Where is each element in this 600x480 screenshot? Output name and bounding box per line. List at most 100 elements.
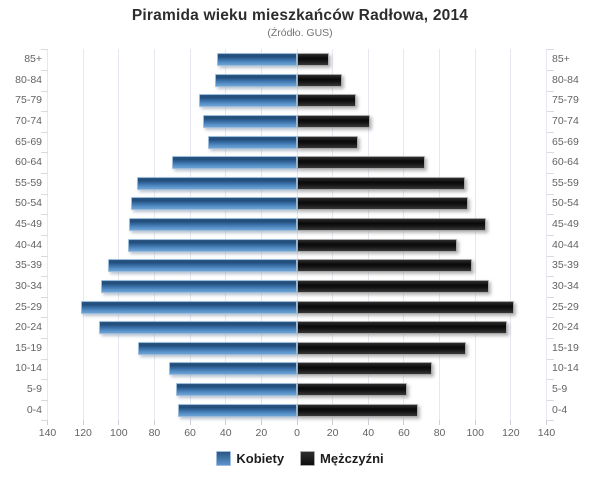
x-axis-tick [153, 420, 155, 426]
male-bar [297, 94, 356, 108]
gridline [439, 49, 441, 421]
male-bar [297, 259, 472, 273]
age-label-right: 40-44 [552, 238, 579, 251]
female-bar [127, 238, 297, 252]
category-tick-right [546, 358, 554, 360]
female-bar [136, 176, 297, 190]
category-tick-left [40, 152, 48, 154]
chart-title: Piramida wieku mieszkańców Radłowa, 2014 [131, 7, 469, 24]
x-tick-label: 100 [110, 427, 128, 439]
age-label-left: 50-54 [15, 197, 42, 210]
x-tick-label: 60 [184, 427, 196, 439]
female-bar [215, 73, 297, 87]
x-axis-tick [82, 420, 84, 426]
age-label-left: 10-14 [15, 362, 42, 375]
male-bar [297, 341, 467, 355]
age-label-left: 15-19 [15, 341, 42, 354]
female-bar [216, 53, 297, 67]
male-bar [297, 73, 342, 87]
x-axis-tick [47, 420, 48, 426]
gridline [153, 49, 155, 421]
category-tick-right [546, 173, 554, 175]
x-axis-tick [510, 420, 512, 426]
chart-subtitle: (Źródło. GUS) [267, 27, 333, 39]
age-label-right: 15-19 [552, 341, 579, 354]
category-tick-right [546, 49, 554, 51]
age-label-right: 20-24 [552, 321, 579, 334]
age-label-left: 60-64 [15, 156, 42, 169]
category-tick-left [40, 379, 48, 381]
age-label-right: 85+ [552, 53, 570, 66]
gridline [260, 49, 262, 421]
female-bar [175, 382, 297, 396]
category-tick-right [546, 131, 554, 133]
gridline [474, 49, 476, 421]
female-bar [202, 115, 297, 129]
category-tick-right [546, 296, 554, 298]
legend: Kobiety Mężczyźni [0, 448, 600, 468]
age-label-right: 80-84 [552, 73, 579, 86]
age-label-left: 80-84 [15, 73, 42, 86]
female-bar [172, 156, 297, 170]
age-label-right: 75-79 [552, 94, 579, 107]
male-bar [297, 382, 408, 396]
x-tick-label: 20 [326, 427, 339, 439]
category-tick-right [546, 214, 554, 216]
x-tick-label: 120 [502, 427, 520, 439]
female-bar [207, 135, 297, 149]
age-label-left: 20-24 [15, 321, 42, 334]
gridline [47, 49, 48, 421]
x-axis-tick [332, 420, 334, 426]
category-tick-left [40, 399, 48, 401]
legend-item-mezczyzni: Mężczyźni [300, 450, 384, 466]
category-tick-left [40, 358, 48, 360]
female-bar [108, 259, 297, 273]
male-bar [297, 218, 486, 232]
category-tick-right [546, 111, 554, 113]
gridline [118, 49, 120, 421]
x-tick-label: 20 [255, 427, 268, 439]
age-label-left: 40-44 [15, 238, 42, 251]
x-tick-label: 100 [466, 427, 484, 439]
age-label-right: 10-14 [552, 362, 579, 375]
female-bar [100, 279, 297, 293]
male-bar [297, 176, 465, 190]
category-tick-right [546, 90, 554, 92]
age-label-left: 65-69 [15, 135, 42, 148]
age-label-right: 5-9 [552, 382, 568, 395]
category-tick-right [546, 255, 554, 257]
male-bar [297, 403, 419, 417]
x-tick-label: 140 [38, 427, 57, 439]
gridline [296, 49, 298, 421]
female-bar [81, 300, 297, 314]
x-tick-label: 80 [148, 427, 161, 439]
age-label-left: 35-39 [15, 259, 42, 272]
x-axis-tick [474, 420, 476, 426]
category-tick-right [546, 276, 554, 278]
category-tick-left [40, 276, 48, 278]
category-tick-right [546, 420, 554, 422]
x-axis-tick [367, 420, 369, 426]
age-label-left: 0-4 [26, 403, 42, 416]
category-tick-left [40, 296, 48, 298]
x-tick-label: 80 [433, 427, 446, 439]
category-tick-left [40, 90, 48, 92]
female-bar [129, 218, 297, 232]
gridline [82, 49, 84, 421]
x-axis-tick [403, 420, 405, 426]
x-axis-tick [118, 420, 120, 426]
legend-label-mezczyzni: Mężczyźni [320, 450, 384, 466]
male-bar [297, 279, 490, 293]
x-axis-tick [189, 420, 191, 426]
x-tick-label: 0 [294, 427, 300, 439]
category-tick-left [40, 255, 48, 257]
male-bar [297, 115, 371, 129]
age-label-left: 85+ [24, 53, 42, 66]
gridline [189, 49, 191, 421]
legend-swatch-mezczyzni-icon [300, 450, 316, 466]
age-label-right: 55-59 [552, 176, 579, 189]
age-label-right: 25-29 [552, 300, 579, 313]
category-tick-left [40, 49, 48, 51]
category-tick-right [546, 337, 554, 339]
age-label-right: 45-49 [552, 218, 579, 231]
